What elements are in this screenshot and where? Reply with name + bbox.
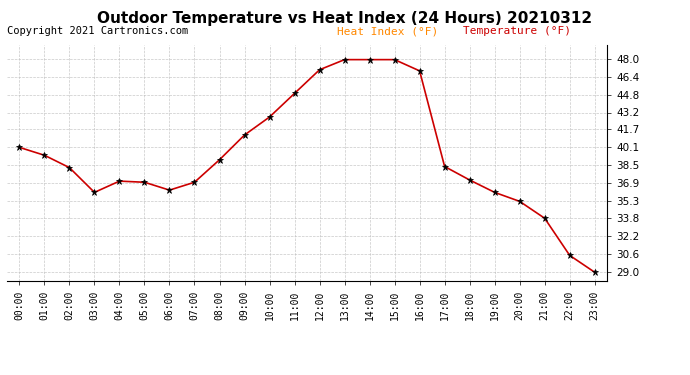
Text: Heat Index (°F): Heat Index (°F) bbox=[337, 26, 438, 36]
Text: Outdoor Temperature vs Heat Index (24 Hours) 20210312: Outdoor Temperature vs Heat Index (24 Ho… bbox=[97, 11, 593, 26]
Text: Temperature (°F): Temperature (°F) bbox=[463, 26, 571, 36]
Text: Copyright 2021 Cartronics.com: Copyright 2021 Cartronics.com bbox=[7, 26, 188, 36]
